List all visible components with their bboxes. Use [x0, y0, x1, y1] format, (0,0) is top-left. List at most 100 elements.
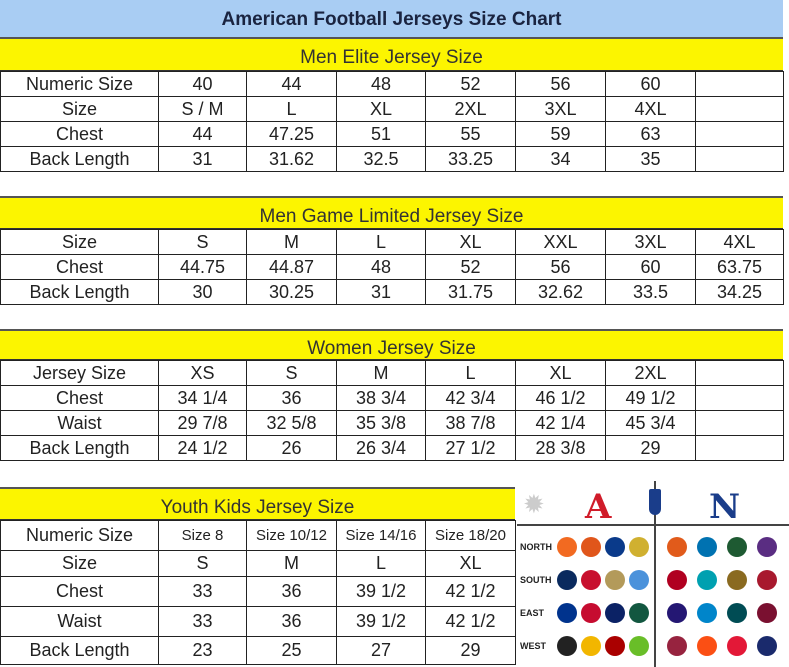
table-row: Back Length 31 31.62 32.5 33.25 34 35 [0, 146, 784, 172]
table-cell: 27 [336, 636, 426, 665]
table-cell: 42 1/2 [425, 576, 516, 607]
table-cell: 48 [336, 254, 426, 280]
table-cell: 32 5/8 [246, 410, 337, 436]
chart-title: American Football Jerseys Size Chart [0, 0, 783, 39]
table-cell: 26 [246, 435, 337, 461]
table-cell: 35 3/8 [336, 410, 426, 436]
table-cell: 3XL [515, 96, 606, 122]
table-row: Waist 29 7/8 32 5/8 35 3/8 38 7/8 42 1/4 45 3/… [0, 410, 784, 436]
table-cell: 63 [605, 121, 696, 147]
size-table: Numeric Size Size 8 Size 10/12 Size 14/16 Si… [0, 520, 516, 665]
team-logo-icon [667, 603, 687, 623]
row-label: Size [0, 229, 159, 255]
table-cell [695, 121, 784, 147]
table-cell: 36 [246, 606, 337, 637]
table-cell: 27 1/2 [425, 435, 516, 461]
table-cell: 4XL [695, 229, 784, 255]
table-cell: S [158, 550, 247, 577]
table-cell: 31.62 [246, 146, 337, 172]
table-cell: 45 3/4 [605, 410, 696, 436]
team-logo-icon [697, 570, 717, 590]
team-logo-icon [629, 537, 649, 557]
table-row: Size S M L XL [0, 550, 516, 577]
table-cell: 63.75 [695, 254, 784, 280]
team-logo-icon [757, 537, 777, 557]
table-cell: 44 [246, 71, 337, 97]
row-label: Waist [0, 410, 159, 436]
team-logo-icon [727, 570, 747, 590]
table-cell: Size 10/12 [246, 520, 337, 551]
table-cell: XL [515, 360, 606, 386]
row-label: Numeric Size [0, 71, 159, 97]
team-logo-icon [581, 603, 601, 623]
division-label: SOUTH [520, 575, 552, 585]
team-logo-icon [557, 636, 577, 656]
table-cell: 31 [336, 279, 426, 305]
table-row: Chest 44 47.25 51 55 59 63 [0, 121, 784, 147]
section-heading: Men Elite Jersey Size [0, 37, 783, 71]
team-logo-icon [629, 570, 649, 590]
size-section: Youth Kids Jersey Size Numeric Size Size 8… [0, 487, 516, 665]
table-cell: XL [425, 229, 516, 255]
team-logo-icon [727, 636, 747, 656]
team-logo-icon [667, 636, 687, 656]
table-cell [695, 435, 784, 461]
division-label: WEST [520, 641, 546, 651]
table-cell: L [246, 96, 337, 122]
table-cell: 42 1/2 [425, 606, 516, 637]
team-logo-icon [697, 603, 717, 623]
table-cell: 38 3/4 [336, 385, 426, 411]
team-logo-icon [581, 636, 601, 656]
table-cell [695, 360, 784, 386]
table-cell: S [246, 360, 337, 386]
table-cell: 52 [425, 71, 516, 97]
table-cell: 39 1/2 [336, 606, 426, 637]
table-cell: 49 1/2 [605, 385, 696, 411]
table-cell: L [336, 229, 426, 255]
table-cell: 31 [158, 146, 247, 172]
divider [517, 524, 789, 526]
table-cell: 2XL [425, 96, 516, 122]
section-heading: Youth Kids Jersey Size [0, 487, 515, 520]
row-label: Chest [0, 254, 159, 280]
table-cell: 48 [336, 71, 426, 97]
team-logo-icon [581, 537, 601, 557]
table-cell: M [246, 229, 337, 255]
table-row: Numeric Size Size 8 Size 10/12 Size 14/16 Si… [0, 520, 516, 551]
team-logo-icon [727, 603, 747, 623]
table-cell: XXL [515, 229, 606, 255]
team-logo-icon [605, 636, 625, 656]
table-cell: 32.5 [336, 146, 426, 172]
divider [654, 481, 656, 667]
section-heading: Men Game Limited Jersey Size [0, 196, 783, 229]
table-cell: Size 18/20 [425, 520, 516, 551]
table-cell: 34.25 [695, 279, 784, 305]
table-row: Size S / M L XL 2XL 3XL 4XL [0, 96, 784, 122]
team-logo-icon [757, 603, 777, 623]
table-cell: 34 1/4 [158, 385, 247, 411]
afc-logo: A [585, 487, 612, 527]
team-logo-icon [697, 537, 717, 557]
table-cell: 34 [515, 146, 606, 172]
table-cell [695, 146, 784, 172]
size-section: Men Game Limited Jersey Size Size S M L XL XXL… [0, 196, 784, 305]
row-label: Jersey Size [0, 360, 159, 386]
table-cell: 36 [246, 576, 337, 607]
table-row: Size S M L XL XXL 3XL 4XL [0, 229, 784, 255]
table-cell: 30.25 [246, 279, 337, 305]
team-logo-icon [557, 603, 577, 623]
table-cell: 3XL [605, 229, 696, 255]
size-section: Men Elite Jersey Size Numeric Size 40 44 48 5… [0, 37, 784, 172]
table-cell: L [425, 360, 516, 386]
nfl-logo-panel: ✹ A N NORTH SOUTH EAST WEST [517, 481, 789, 667]
table-cell [695, 410, 784, 436]
team-logo-icon [667, 570, 687, 590]
team-logo-icon [557, 570, 577, 590]
table-cell: 51 [336, 121, 426, 147]
row-label: Back Length [0, 636, 159, 665]
division-label: NORTH [520, 542, 552, 552]
team-logo-icon [605, 603, 625, 623]
table-cell: XL [336, 96, 426, 122]
team-logo-icon [757, 636, 777, 656]
table-cell: 44.75 [158, 254, 247, 280]
